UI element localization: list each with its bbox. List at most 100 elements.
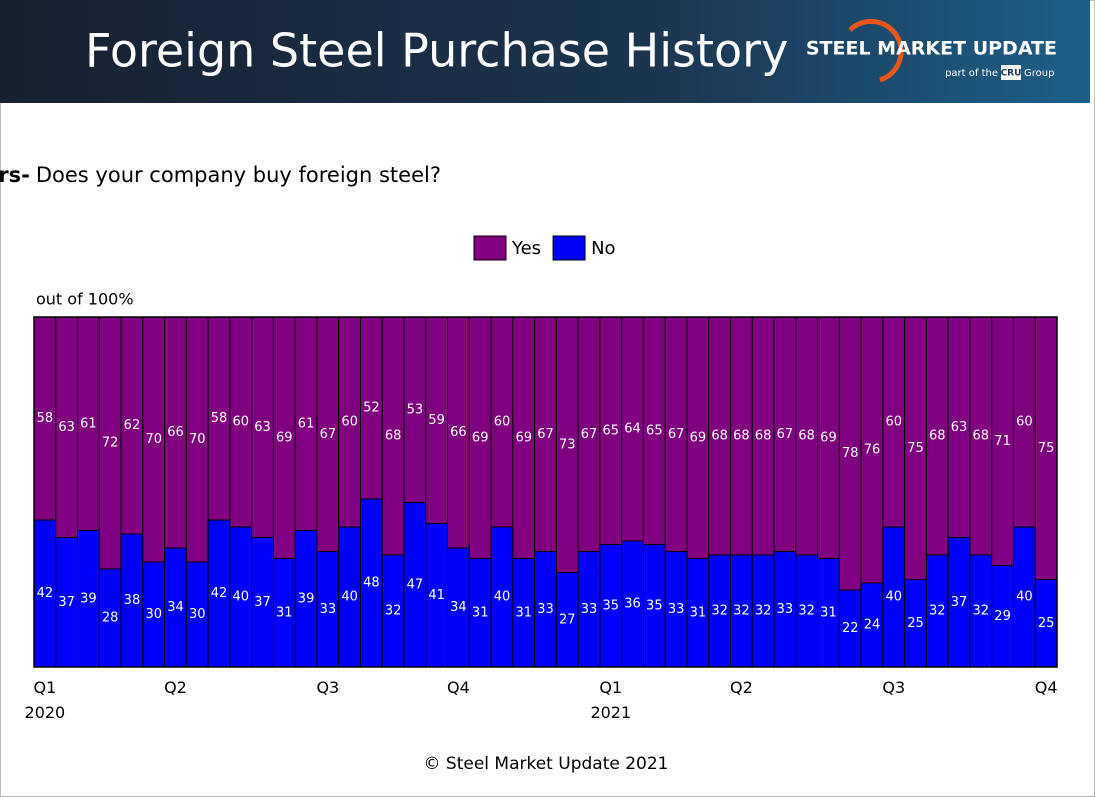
data-label: 58 [37, 411, 54, 426]
x-tick-label: Q2 [730, 678, 753, 697]
data-label: 75 [1038, 441, 1055, 456]
logo-name: STEEL MARKET UPDATE [806, 38, 1057, 60]
x-tick-label: Q4 [1034, 678, 1058, 697]
data-label: 60 [341, 415, 358, 430]
data-label: 34 [450, 600, 467, 615]
data-label: 33 [320, 602, 337, 617]
data-label: 58 [211, 411, 228, 426]
data-label: 67 [777, 427, 794, 442]
data-label: 61 [298, 416, 315, 431]
data-label: 66 [167, 425, 184, 440]
x-tick-label: Q1 2020 [24, 678, 66, 722]
data-label: 32 [711, 604, 728, 619]
data-label: 60 [233, 415, 250, 430]
data-label: 63 [58, 420, 75, 435]
data-label: 24 [864, 618, 881, 633]
logo-arc [848, 18, 904, 83]
data-label: 39 [80, 591, 97, 606]
header-banner [0, 0, 1090, 103]
data-label: 73 [559, 437, 576, 452]
data-label: 29 [994, 609, 1011, 624]
data-label: 25 [1038, 616, 1055, 631]
data-label: 69 [515, 430, 532, 445]
data-label: 32 [973, 604, 990, 619]
legend-swatch [552, 235, 586, 261]
data-label: 25 [907, 616, 924, 631]
x-tick-label: Q1 2021 [590, 678, 632, 722]
data-label: 40 [1016, 590, 1033, 605]
data-label: 67 [537, 427, 554, 442]
data-label: 66 [450, 425, 467, 440]
y-axis-label: out of 100% [36, 290, 134, 309]
logo-tagline-suffix: Group [1024, 68, 1054, 79]
data-label: 40 [885, 590, 902, 605]
data-label: 60 [885, 415, 902, 430]
x-tick-label: Q4 [447, 678, 470, 697]
data-label: 63 [254, 420, 271, 435]
x-tick-label: Q2 [164, 678, 187, 697]
data-label: 64 [624, 422, 641, 437]
x-tick-label: Q3 [316, 678, 340, 697]
data-label: 69 [690, 430, 707, 445]
logo-cru: CRU [1001, 69, 1022, 79]
data-label: 68 [755, 429, 772, 444]
data-label: 60 [1016, 415, 1033, 430]
chart-subtitle: Does your company buy foreign steel? [36, 163, 441, 187]
data-label: 33 [537, 602, 554, 617]
data-label: 31 [472, 605, 489, 620]
data-label: 60 [494, 415, 511, 430]
data-label: 38 [124, 593, 141, 608]
data-label: 36 [624, 597, 641, 612]
data-label: 47 [407, 577, 424, 592]
data-label: 30 [189, 607, 206, 622]
data-label: 68 [798, 429, 815, 444]
data-label: 61 [80, 416, 97, 431]
data-label: 37 [254, 595, 271, 610]
plot-border [33, 316, 1058, 668]
data-label: 33 [581, 602, 598, 617]
data-label: 33 [777, 602, 794, 617]
legend-swatch [473, 235, 507, 261]
data-label: 65 [603, 423, 620, 438]
logo-tagline: part of the [945, 68, 998, 79]
header-title: Foreign Steel Purchase History [85, 24, 788, 78]
data-label: 31 [515, 605, 532, 620]
data-label: 37 [58, 595, 75, 610]
data-label: 39 [298, 591, 315, 606]
data-label: 68 [973, 429, 990, 444]
data-label: 72 [102, 436, 119, 451]
data-label: 67 [668, 427, 685, 442]
data-label: 32 [929, 604, 946, 619]
data-label: 35 [603, 598, 620, 613]
chart-title: Manufacturers- [0, 163, 30, 187]
data-label: 68 [385, 429, 402, 444]
data-label: 32 [798, 604, 815, 619]
data-label: 59 [428, 413, 445, 428]
data-label: 52 [363, 401, 380, 416]
data-label: 27 [559, 612, 576, 627]
data-label: 62 [124, 418, 141, 433]
data-label: 32 [733, 604, 750, 619]
data-label: 37 [951, 595, 968, 610]
data-label: 48 [363, 576, 380, 591]
data-label: 31 [276, 605, 293, 620]
data-label: 30 [145, 607, 162, 622]
data-label: 69 [472, 430, 489, 445]
data-label: 42 [37, 586, 54, 601]
data-label: 33 [668, 602, 685, 617]
data-label: 69 [820, 430, 837, 445]
data-label: 35 [646, 598, 663, 613]
data-label: 40 [233, 590, 250, 605]
data-label: 32 [385, 604, 402, 619]
data-label: 70 [189, 432, 206, 447]
data-label: 53 [407, 402, 424, 417]
data-label: 68 [733, 429, 750, 444]
x-tick-label: Q3 [882, 678, 906, 697]
data-label: 41 [428, 588, 445, 603]
data-label: 31 [820, 605, 837, 620]
data-label: 70 [145, 432, 162, 447]
data-label: 68 [929, 429, 946, 444]
footer: © Steel Market Update 2021 [424, 754, 669, 774]
